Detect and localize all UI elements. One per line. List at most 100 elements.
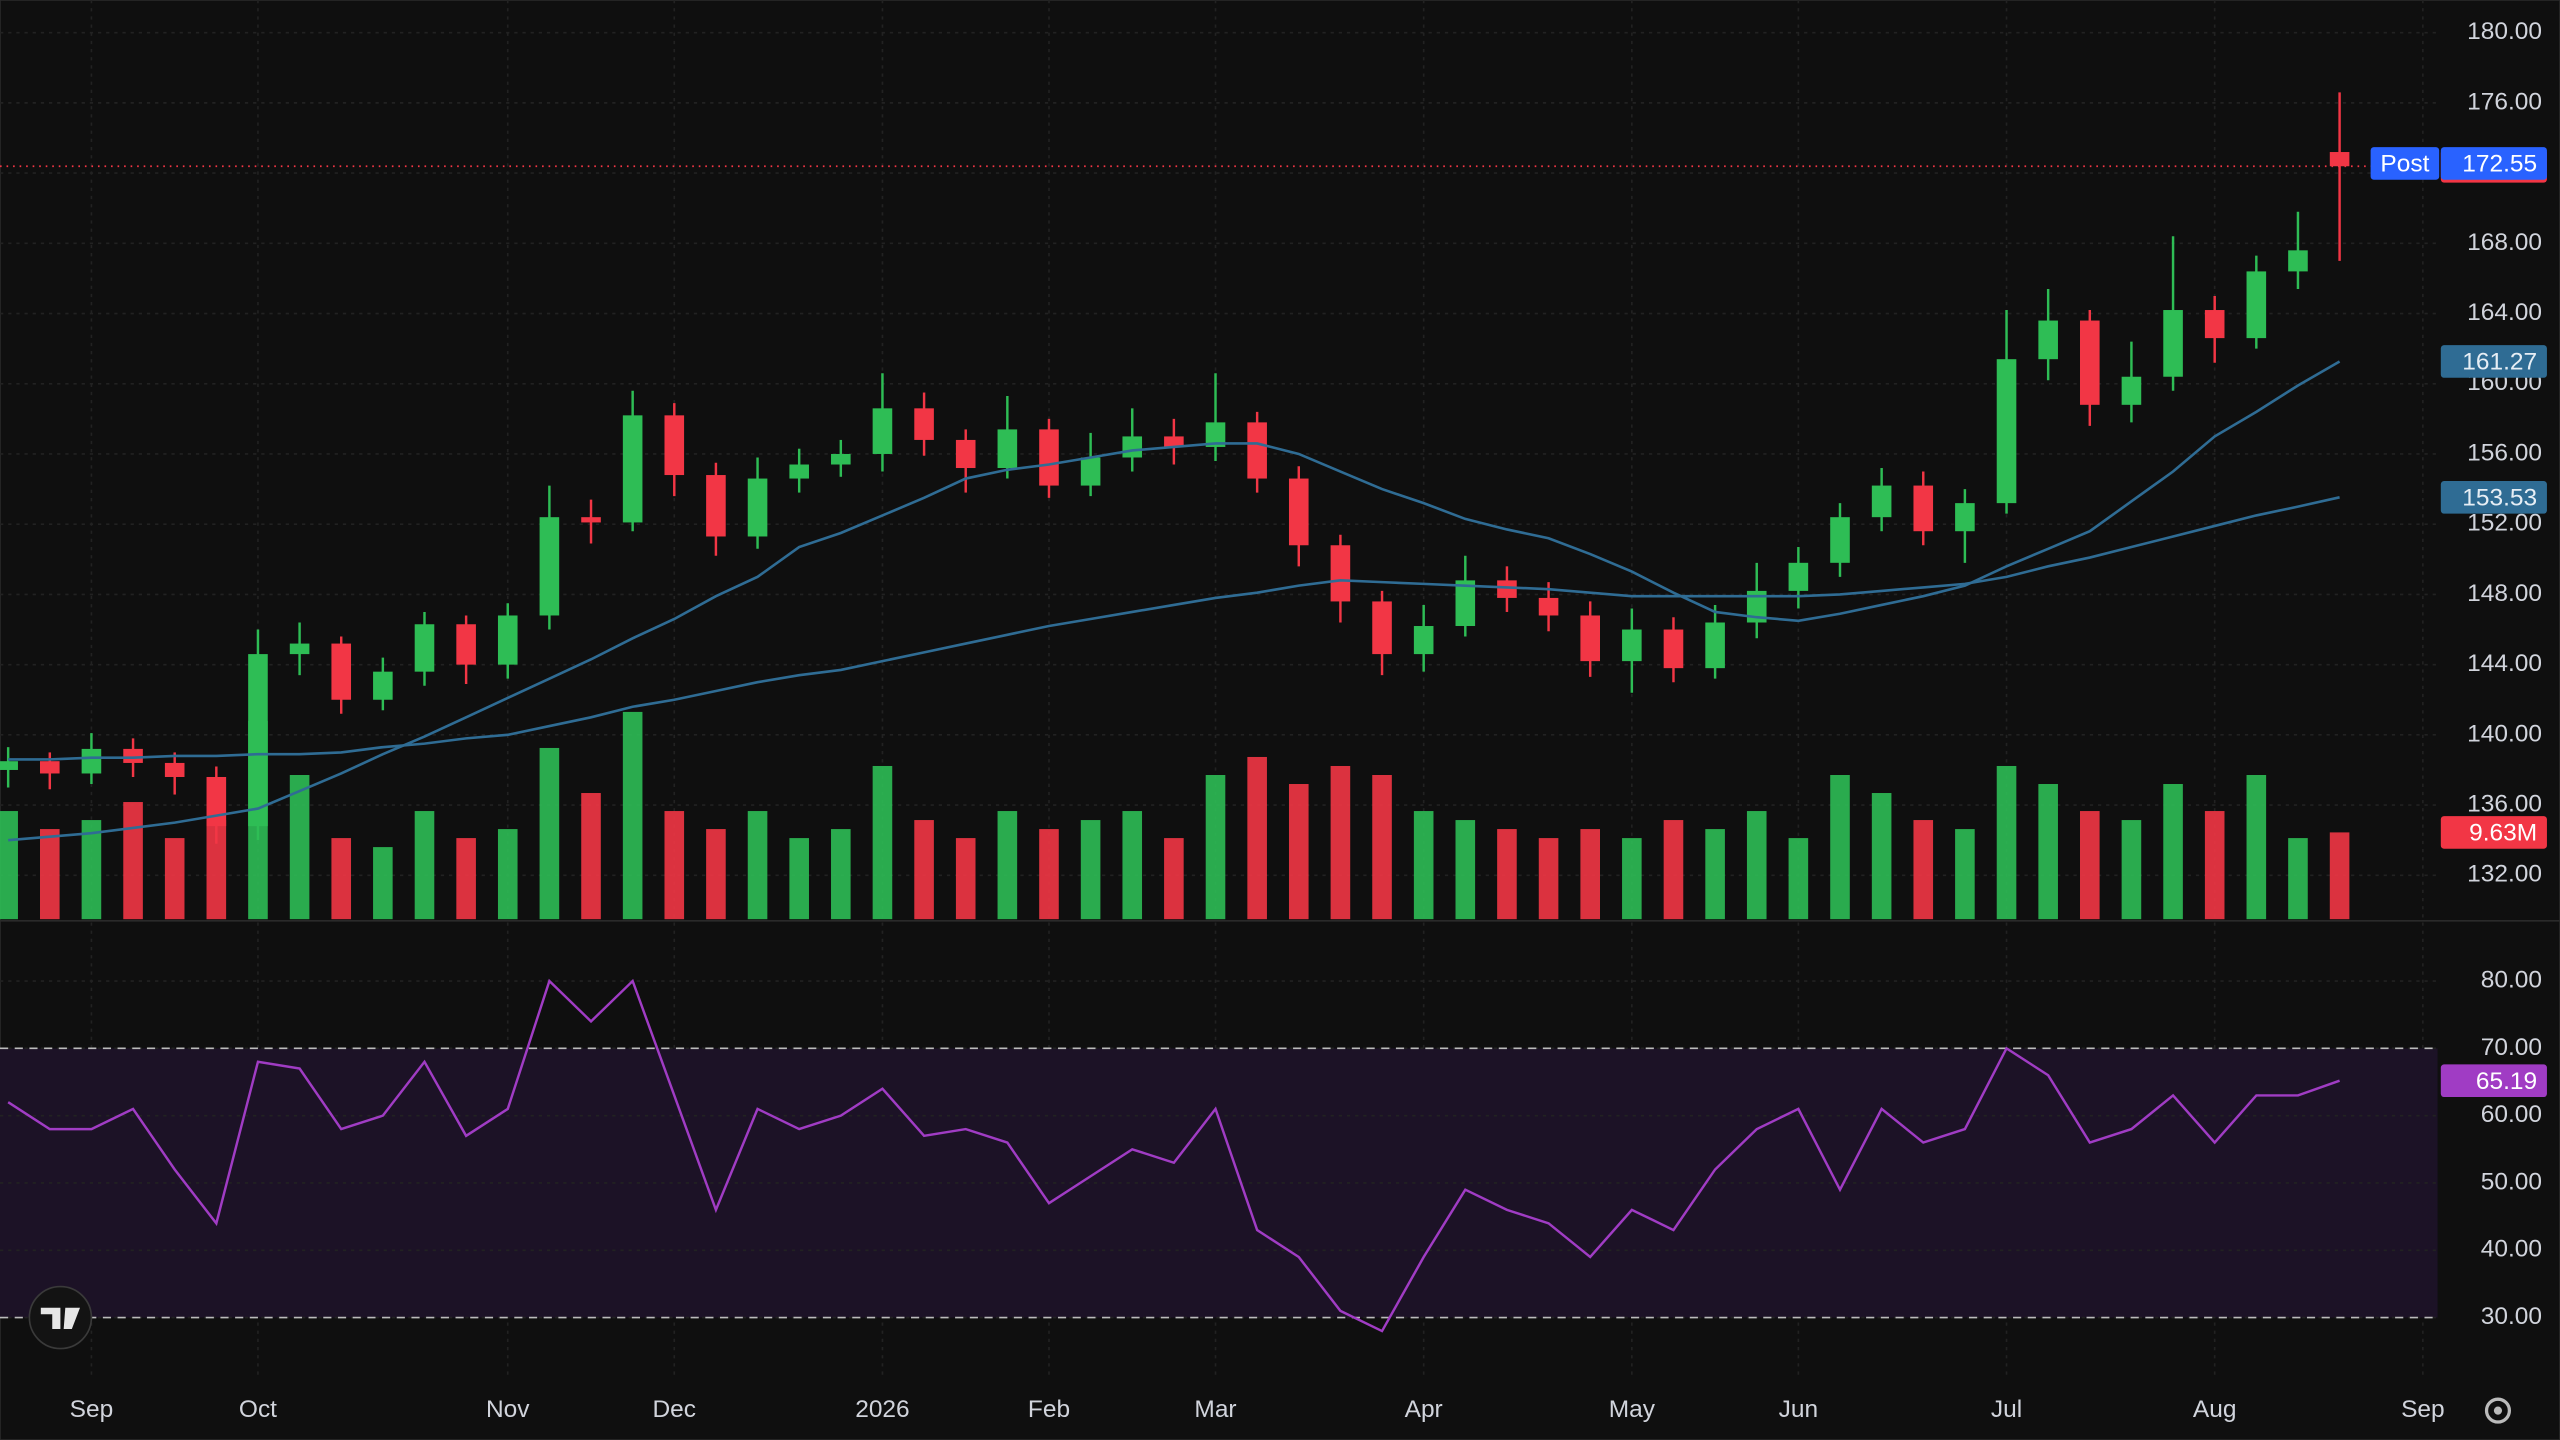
- volume-bar: [414, 811, 435, 920]
- volume-bar: [1955, 829, 1975, 920]
- moving-average-line: [8, 496, 2340, 761]
- volume-bar: [2329, 832, 2350, 920]
- volume-bar: [1330, 765, 1351, 920]
- y-tick-label: 60.00: [2481, 1101, 2542, 1128]
- rsi-line: [7, 978, 2341, 1333]
- post-market-price: 172.55: [2462, 151, 2537, 178]
- x-tick-label: Jun: [1779, 1396, 1818, 1423]
- volume-label-bg: [2440, 816, 2547, 849]
- y-tick-label: 40.00: [2481, 1236, 2542, 1263]
- candle-body: [997, 429, 1018, 469]
- candle-body: [789, 464, 809, 479]
- candle-body: [1622, 629, 1642, 662]
- candle-body: [2204, 310, 2225, 339]
- volume-bar: [456, 838, 476, 920]
- volume-bar: [831, 829, 851, 920]
- candle-body: [1413, 626, 1434, 655]
- volume-bar: [1538, 838, 1559, 920]
- logo-mark[interactable]: [40, 1307, 80, 1329]
- volume-bar: [2080, 811, 2100, 920]
- candle-body: [747, 478, 768, 537]
- candle-body: [706, 475, 726, 537]
- volume-bar: [789, 838, 809, 920]
- moving-average-label: 153.53: [2462, 484, 2537, 511]
- moving-average-label-bg: [2440, 481, 2547, 514]
- volume-bar: [1080, 820, 1101, 920]
- candle-body: [373, 671, 393, 700]
- candle-body: [2288, 250, 2308, 272]
- volume-bar: [1996, 765, 2017, 920]
- candle-body: [1913, 485, 1934, 532]
- x-tick-label: Sep: [70, 1396, 114, 1423]
- marks-layer: [0, 92, 2438, 1333]
- volume-bar: [2288, 838, 2308, 920]
- volume-bar: [664, 811, 685, 920]
- volume-bar: [872, 765, 893, 920]
- candle-body: [622, 415, 643, 523]
- candle-body: [1538, 597, 1559, 616]
- candle-body: [1830, 517, 1850, 563]
- candle-body: [1871, 485, 1892, 518]
- candle-body: [331, 643, 352, 700]
- post-market-tag-bg: [2370, 147, 2440, 180]
- volume-bar: [2246, 774, 2267, 920]
- settings-gear[interactable]: [2484, 1397, 2512, 1424]
- candle-body: [1580, 615, 1600, 662]
- volume-bar: [331, 838, 352, 920]
- candle-body: [248, 654, 268, 827]
- y-tick-label: 152.00: [2467, 510, 2542, 537]
- candle-body: [581, 517, 601, 523]
- settings-button[interactable]: [2484, 1397, 2512, 1424]
- candle-body: [2246, 271, 2267, 339]
- x-tick-label: Sep: [2401, 1396, 2445, 1423]
- volume-bar: [997, 811, 1018, 920]
- x-tick-label: 2026: [855, 1396, 909, 1423]
- volume-bar: [164, 838, 185, 920]
- candle-body: [2329, 152, 2350, 167]
- volume-bar: [1746, 811, 1767, 920]
- volume-bar: [1039, 829, 1059, 920]
- volume-bar: [747, 811, 768, 920]
- volume-bar: [1455, 820, 1476, 920]
- candle-body: [497, 615, 518, 665]
- candle-body: [1205, 422, 1226, 447]
- candle-body: [123, 748, 143, 763]
- volume-bar: [1788, 838, 1809, 920]
- x-tick-label: Dec: [653, 1396, 697, 1423]
- candle-body: [206, 776, 227, 827]
- volume-bar: [497, 829, 518, 920]
- candle-body: [1663, 629, 1684, 669]
- volume-bar: [2163, 784, 2183, 920]
- volume-bar: [1871, 793, 1892, 920]
- candle-body: [1788, 562, 1809, 591]
- candle-body: [1247, 422, 1267, 479]
- volume-bar: [2204, 811, 2225, 920]
- logo[interactable]: [28, 1285, 93, 1350]
- x-tick-label: Apr: [1405, 1396, 1443, 1423]
- volume-bar: [539, 747, 560, 920]
- post-market-price-bg: [2440, 147, 2547, 180]
- candle-body: [1372, 601, 1392, 655]
- candle-body: [456, 624, 476, 665]
- x-tick-label: Mar: [1194, 1396, 1236, 1423]
- candle-body: [539, 517, 560, 616]
- y-tick-label: 176.00: [2467, 88, 2542, 115]
- candle-body: [40, 761, 60, 774]
- volume-bar: [1705, 829, 1725, 920]
- volume-bar: [1122, 811, 1143, 920]
- settings-hub[interactable]: [2493, 1406, 2503, 1415]
- candle-body: [2121, 376, 2142, 405]
- volume-bar: [2038, 784, 2058, 920]
- candle-body: [831, 453, 851, 465]
- y-tick-label: 30.00: [2481, 1303, 2542, 1330]
- candle-body: [1164, 436, 1184, 447]
- y-tick-label: 80.00: [2481, 966, 2542, 993]
- y-tick-label: 168.00: [2467, 229, 2542, 256]
- moving-average-line: [8, 360, 2341, 842]
- y-tick-label: 136.00: [2467, 791, 2542, 818]
- candle-body: [2038, 320, 2058, 360]
- y-tick-label: 50.00: [2481, 1168, 2542, 1195]
- candle-body: [1039, 429, 1059, 486]
